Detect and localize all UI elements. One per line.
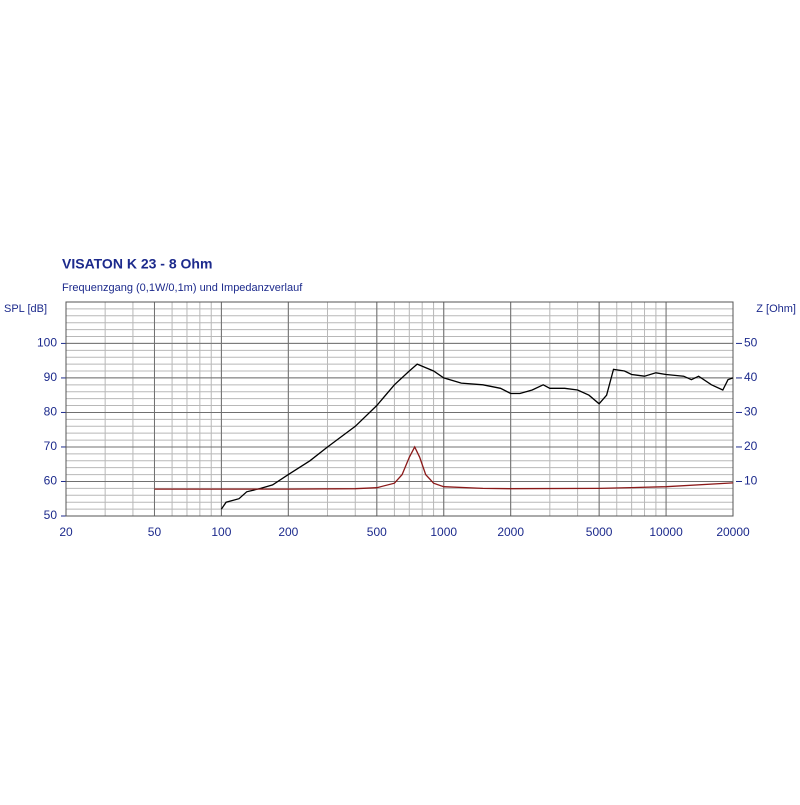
y-tick-label: 70 (44, 439, 58, 453)
y2-tick-label: 50 (744, 336, 758, 350)
y-tick-label: 80 (44, 405, 58, 419)
y2-axis-label: Z [Ohm] (756, 303, 796, 315)
x-tick-label: 1000 (430, 525, 457, 539)
x-tick-label: 20 (59, 525, 73, 539)
x-tick-label: 5000 (586, 525, 613, 539)
data-line (220, 363, 734, 510)
x-tick-label: 10000 (649, 525, 683, 539)
x-tick-label: 100 (211, 525, 231, 539)
chart-subtitle: Frequenzgang (0,1W/0,1m) und Impedanzver… (62, 282, 303, 294)
y-tick-label: 90 (44, 370, 58, 384)
x-tick-label: 50 (148, 525, 162, 539)
y-tick-label: 50 (44, 508, 58, 522)
x-tick-label: 500 (367, 525, 387, 539)
y2-tick-label: 40 (744, 370, 758, 384)
y2-tick-label: 20 (744, 439, 758, 453)
y-axis-label: SPL [dB] (4, 303, 47, 315)
chart-title: VISATON K 23 - 8 Ohm (62, 256, 212, 272)
x-tick-label: 200 (278, 525, 298, 539)
y-tick-label: 60 (44, 474, 58, 488)
data-line (154, 445, 734, 490)
y-tick-label: 100 (37, 336, 57, 350)
x-tick-label: 2000 (497, 525, 524, 539)
y2-tick-label: 30 (744, 405, 758, 419)
x-tick-label: 20000 (716, 525, 750, 539)
y2-tick-label: 10 (744, 474, 758, 488)
plot-frame (65, 301, 734, 517)
